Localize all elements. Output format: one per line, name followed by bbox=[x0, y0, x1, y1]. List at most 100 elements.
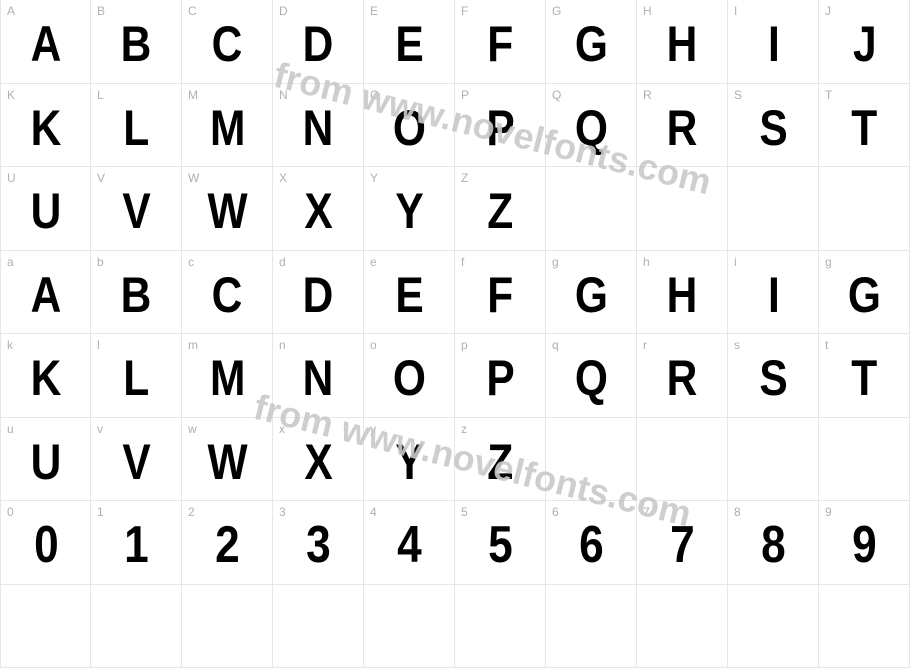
glyph-display: 8 bbox=[761, 513, 785, 571]
glyph-cell: sS bbox=[728, 334, 819, 418]
glyph-key-label: H bbox=[643, 4, 652, 18]
glyph-cell: PP bbox=[455, 84, 546, 168]
glyph-display: Y bbox=[395, 431, 423, 487]
glyph-key-label: B bbox=[97, 4, 105, 18]
glyph-display: B bbox=[121, 13, 151, 69]
glyph-display: D bbox=[303, 264, 333, 320]
glyph-key-label: g bbox=[552, 255, 559, 269]
glyph-key-label: F bbox=[461, 4, 468, 18]
glyph-cell: yY bbox=[364, 418, 455, 502]
glyph-display: L bbox=[123, 347, 148, 403]
glyph-cell: wW bbox=[182, 418, 273, 502]
glyph-key-label: f bbox=[461, 255, 464, 269]
glyph-key-label: 9 bbox=[825, 505, 832, 519]
glyph-cell: tT bbox=[819, 334, 910, 418]
glyph-cell: XX bbox=[273, 167, 364, 251]
glyph-key-label: 8 bbox=[734, 505, 741, 519]
glyph-cell: CC bbox=[182, 0, 273, 84]
glyph-display: H bbox=[667, 264, 697, 320]
glyph-display: R bbox=[667, 347, 697, 403]
glyph-display: X bbox=[304, 180, 332, 236]
glyph-display: A bbox=[31, 264, 61, 320]
glyph-cell: BB bbox=[91, 0, 182, 84]
glyph-cell: OO bbox=[364, 84, 455, 168]
glyph-cell: ZZ bbox=[455, 167, 546, 251]
glyph-cell: RR bbox=[637, 84, 728, 168]
glyph-cell: UU bbox=[0, 167, 91, 251]
glyph-cell: KK bbox=[0, 84, 91, 168]
glyph-display: A bbox=[31, 13, 61, 69]
glyph-grid: AABBCCDDEEFFGGHHIIJJKKLLMMNNOOPPQQRRSSTT… bbox=[0, 0, 910, 668]
glyph-cell: oO bbox=[364, 334, 455, 418]
glyph-display: G bbox=[575, 264, 607, 320]
glyph-key-label: 0 bbox=[7, 505, 14, 519]
glyph-display: 7 bbox=[670, 513, 694, 571]
glyph-display: Q bbox=[575, 97, 607, 153]
glyph-key-label: a bbox=[7, 255, 14, 269]
glyph-cell: 11 bbox=[91, 501, 182, 585]
glyph-display: 3 bbox=[306, 513, 330, 571]
glyph-display: U bbox=[31, 431, 61, 487]
glyph-cell bbox=[819, 167, 910, 251]
glyph-cell: xX bbox=[273, 418, 364, 502]
glyph-key-label: z bbox=[461, 422, 467, 436]
glyph-key-label: u bbox=[7, 422, 14, 436]
glyph-cell: nN bbox=[273, 334, 364, 418]
glyph-key-label: n bbox=[279, 338, 286, 352]
glyph-cell bbox=[819, 418, 910, 502]
glyph-cell: II bbox=[728, 0, 819, 84]
glyph-key-label: t bbox=[825, 338, 828, 352]
glyph-display: C bbox=[212, 13, 242, 69]
glyph-display: T bbox=[851, 347, 876, 403]
glyph-cell: 66 bbox=[546, 501, 637, 585]
glyph-display: M bbox=[210, 347, 245, 403]
glyph-key-label: L bbox=[97, 88, 104, 102]
glyph-cell: pP bbox=[455, 334, 546, 418]
glyph-cell bbox=[637, 167, 728, 251]
glyph-display: S bbox=[759, 347, 787, 403]
glyph-key-label: J bbox=[825, 4, 831, 18]
glyph-display: G bbox=[848, 264, 880, 320]
glyph-display: V bbox=[122, 180, 150, 236]
glyph-display: K bbox=[31, 97, 61, 153]
glyph-key-label: x bbox=[279, 422, 285, 436]
glyph-key-label: T bbox=[825, 88, 832, 102]
glyph-cell: 77 bbox=[637, 501, 728, 585]
glyph-display: P bbox=[486, 97, 514, 153]
glyph-cell bbox=[364, 585, 455, 668]
glyph-display: V bbox=[122, 431, 150, 487]
glyph-key-label: 7 bbox=[643, 505, 650, 519]
glyph-key-label: W bbox=[188, 171, 199, 185]
glyph-key-label: Y bbox=[370, 171, 378, 185]
glyph-cell: vV bbox=[91, 418, 182, 502]
glyph-key-label: k bbox=[7, 338, 13, 352]
glyph-key-label: g bbox=[825, 255, 832, 269]
glyph-key-label: Q bbox=[552, 88, 561, 102]
glyph-key-label: o bbox=[370, 338, 377, 352]
glyph-display: Z bbox=[487, 180, 512, 236]
glyph-cell: WW bbox=[182, 167, 273, 251]
glyph-key-label: I bbox=[734, 4, 737, 18]
glyph-cell bbox=[182, 585, 273, 668]
glyph-cell bbox=[0, 585, 91, 668]
glyph-display: T bbox=[851, 97, 876, 153]
glyph-cell: cC bbox=[182, 251, 273, 335]
glyph-cell: 55 bbox=[455, 501, 546, 585]
glyph-key-label: D bbox=[279, 4, 288, 18]
glyph-display: 0 bbox=[34, 513, 58, 571]
glyph-cell: 22 bbox=[182, 501, 273, 585]
glyph-display: W bbox=[207, 180, 246, 236]
glyph-cell: aA bbox=[0, 251, 91, 335]
glyph-key-label: N bbox=[279, 88, 288, 102]
glyph-key-label: O bbox=[370, 88, 379, 102]
glyph-cell bbox=[455, 585, 546, 668]
glyph-display: K bbox=[31, 347, 61, 403]
glyph-key-label: A bbox=[7, 4, 15, 18]
glyph-display: 1 bbox=[124, 513, 148, 571]
glyph-key-label: M bbox=[188, 88, 198, 102]
font-charmap: AABBCCDDEEFFGGHHIIJJKKLLMMNNOOPPQQRRSSTT… bbox=[0, 0, 911, 668]
glyph-cell bbox=[546, 418, 637, 502]
glyph-key-label: q bbox=[552, 338, 559, 352]
glyph-key-label: C bbox=[188, 4, 197, 18]
glyph-key-label: E bbox=[370, 4, 378, 18]
